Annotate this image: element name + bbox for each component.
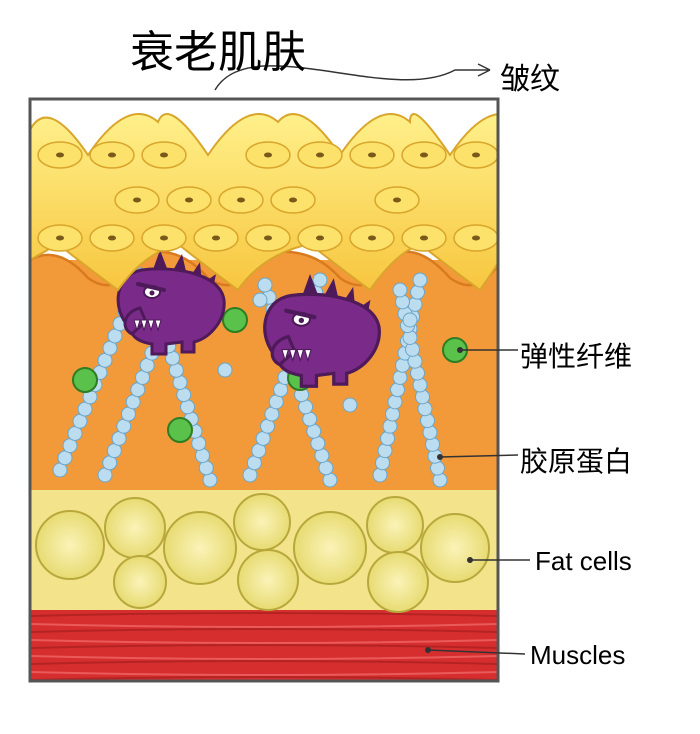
muscles-label: Muscles <box>530 640 625 671</box>
elastic-fiber-label: 弹性纤维 <box>520 335 632 375</box>
title-label: 衰老肌肤 <box>130 16 306 80</box>
fat-cells-label: Fat cells <box>535 546 632 577</box>
collagen-label: 胶原蛋白 <box>520 440 632 480</box>
wrinkles-label: 皱纹 <box>500 54 560 98</box>
